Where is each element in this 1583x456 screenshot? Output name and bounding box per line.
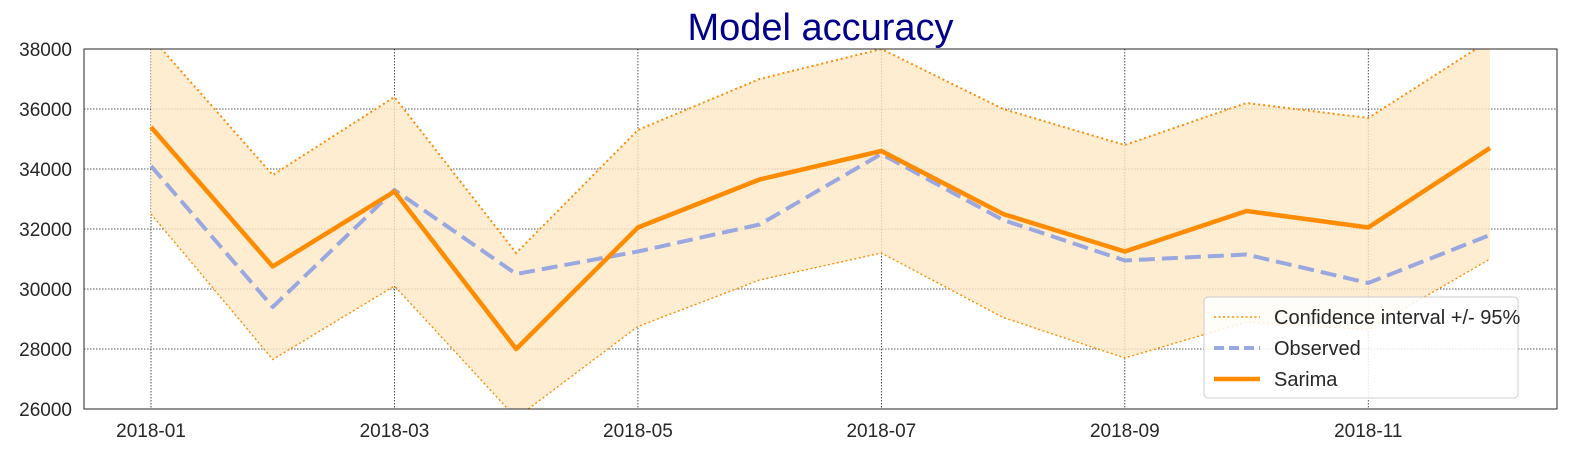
legend-label-sarima: Sarima — [1274, 369, 1338, 391]
confidence-band — [151, 49, 1490, 409]
x-tick-label: 2018-03 — [360, 421, 430, 442]
y-tick-label: 26000 — [19, 400, 72, 421]
y-tick-label: 30000 — [19, 280, 72, 301]
x-tick-label: 2018-09 — [1090, 421, 1160, 442]
x-tick-label: 2018-05 — [603, 421, 673, 442]
y-tick-label: 34000 — [19, 160, 72, 181]
plot-frame — [83, 48, 1558, 410]
legend-label-observed: Observed — [1274, 338, 1361, 360]
legend: Confidence interval +/- 95% Observed Sarim… — [1203, 296, 1520, 399]
y-tick-label: 36000 — [19, 100, 72, 121]
axes: 26000 28000 30000 32000 34000 36000 38000 2018-… — [19, 40, 1402, 442]
x-tick-label: 2018-11 — [1334, 421, 1402, 442]
y-tick-label: 32000 — [19, 220, 72, 241]
x-tick-label: 2018-01 — [116, 421, 186, 442]
legend-label-ci: Confidence interval +/- 95% — [1274, 307, 1520, 329]
x-tick-label: 2018-07 — [846, 421, 916, 442]
chart-title: Model accuracy — [687, 7, 953, 49]
y-tick-label: 28000 — [19, 340, 72, 361]
legend-box — [1203, 296, 1519, 399]
series-line-sarima — [149, 125, 1492, 352]
y-tick-label: 38000 — [19, 40, 72, 61]
series-line-observed — [149, 152, 1491, 309]
